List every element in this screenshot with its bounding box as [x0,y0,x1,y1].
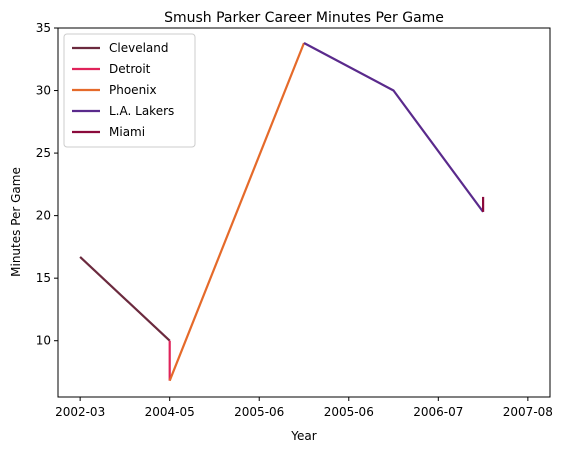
y-axis-label: Minutes Per Game [9,167,23,277]
legend-box [63,33,196,148]
series-layer [79,42,485,382]
series-line-l-a-lakers [303,42,484,213]
y-tick-label: 35 [36,21,51,35]
plot-frame [57,27,551,398]
legend-label: Detroit [109,62,151,76]
y-tick-label: 20 [36,209,51,223]
series-line-phoenix [168,42,306,382]
chart-title: Smush Parker Career Minutes Per Game [164,10,444,26]
x-axis-label: Year [290,429,316,443]
legend-label: Miami [109,125,145,139]
legend-label: Cleveland [109,41,169,55]
y-tick-label: 10 [36,334,51,348]
y-tick-label: 30 [36,84,51,98]
x-tick-label: 2005-06 [234,405,284,419]
x-tick-label: 2006-07 [413,405,463,419]
y-axis: 10 15 20 25 30 35 [36,21,58,348]
legend-label: Phoenix [109,83,157,97]
series-line-cleveland [79,256,171,342]
x-tick-label: 2005-06 [324,405,374,419]
y-tick-label: 25 [36,146,51,160]
x-tick-label: 2002-03 [55,405,105,419]
x-tick-label: 2007-08 [503,405,553,419]
legend-label: L.A. Lakers [109,104,174,118]
x-tick-label: 2004-05 [145,405,195,419]
y-tick-label: 15 [36,271,51,285]
x-axis: 2002-03 2004-05 2005-06 2005-06 2006-07 2007-… [55,397,553,419]
legend: Cleveland Detroit Phoenix L.A. Lakers Miami [63,33,196,148]
